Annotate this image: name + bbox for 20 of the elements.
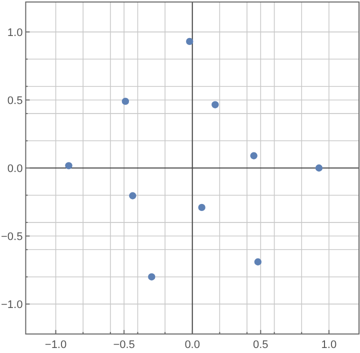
point [186, 38, 194, 46]
y-tick-label: −0.5 [0, 231, 23, 244]
point [254, 258, 262, 266]
point [129, 192, 136, 200]
point [250, 152, 258, 160]
y-tick-label: −1.0 [0, 299, 23, 312]
x-tick-label: −1.0 [44, 339, 67, 351]
x-tick-label: −0.5 [113, 339, 135, 351]
point [212, 101, 219, 108]
x-tick-label: 0.5 [253, 339, 268, 351]
point [198, 204, 206, 212]
y-tick-label: 0.5 [7, 94, 23, 107]
x-tick-label: 1.0 [321, 339, 337, 351]
y-tick-label: 0.0 [7, 163, 23, 175]
y-tick-label: 1.0 [7, 26, 23, 39]
point [65, 162, 72, 170]
point [315, 164, 323, 172]
x-tick-label: 0.0 [184, 339, 200, 351]
point [148, 273, 156, 280]
point [122, 98, 130, 105]
